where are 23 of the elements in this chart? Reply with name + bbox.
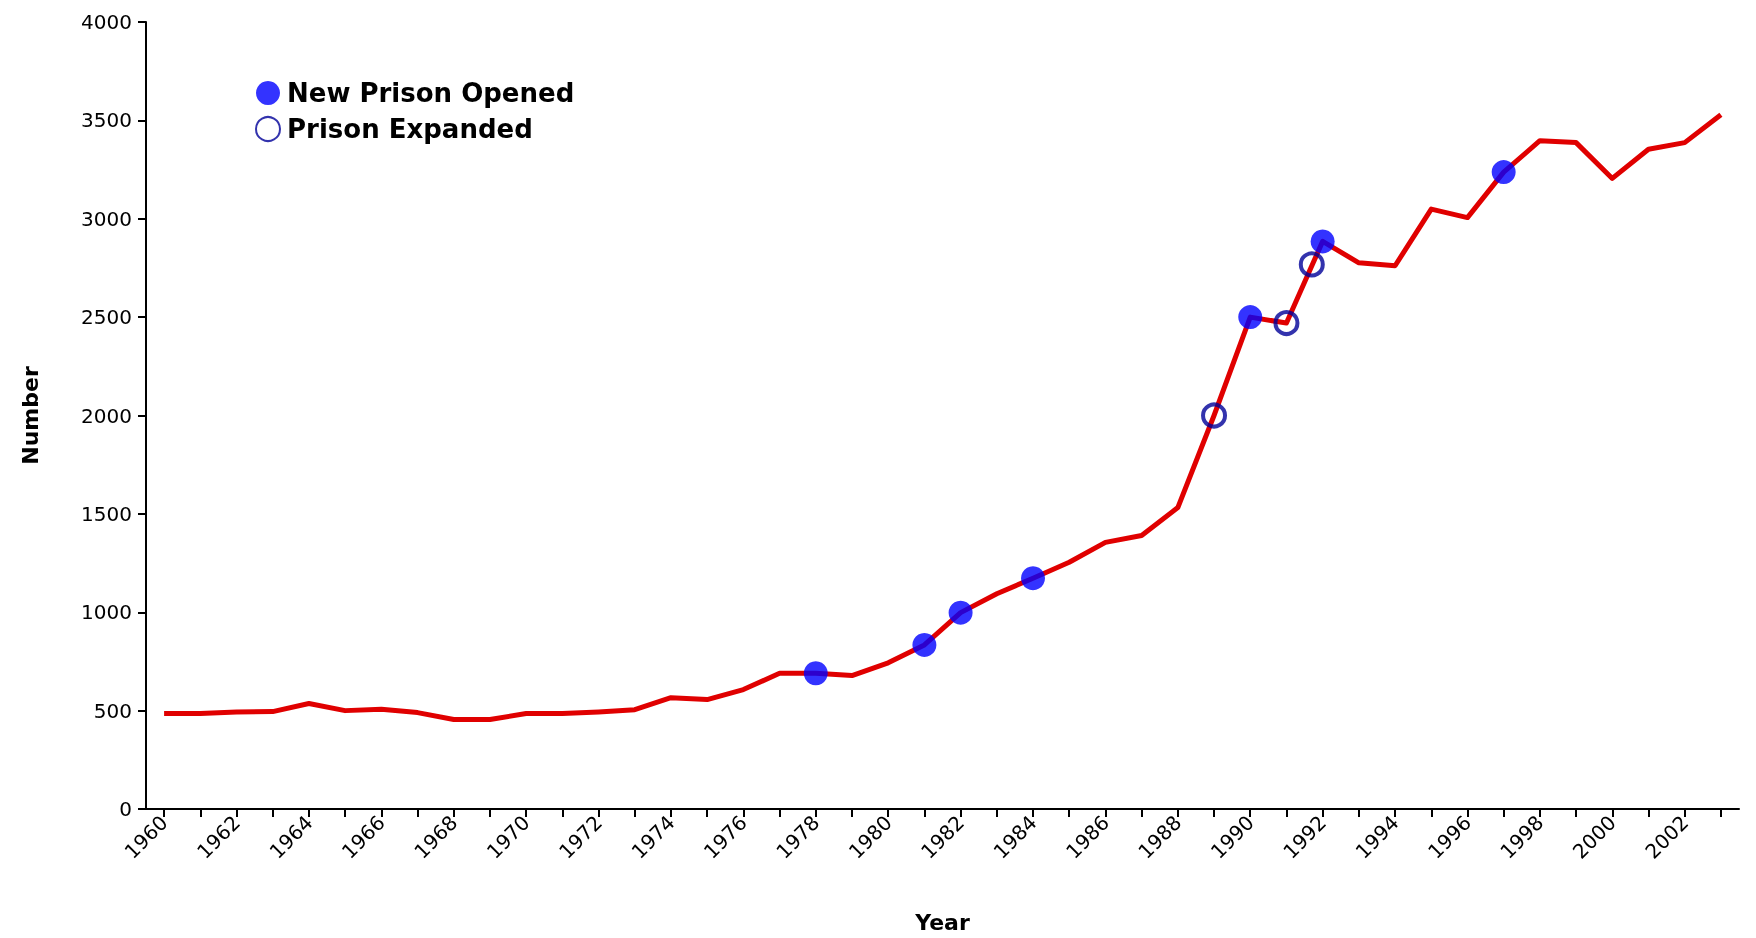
legend-label: Prison Expanded bbox=[287, 114, 533, 144]
point bbox=[1310, 229, 1335, 254]
point bbox=[1298, 251, 1325, 278]
y-axis-title: Number bbox=[17, 366, 43, 465]
y-tick-label: 0 bbox=[119, 797, 132, 821]
point bbox=[1021, 566, 1046, 591]
y-tick-label: 500 bbox=[93, 698, 132, 723]
point bbox=[803, 661, 828, 686]
legend-label: New Prison Opened bbox=[287, 78, 575, 108]
y-tick-label: 3000 bbox=[81, 206, 132, 231]
y-tick-label: 1000 bbox=[81, 600, 132, 625]
y-tick-label: 4000 bbox=[81, 10, 132, 34]
y-tick-label: 2000 bbox=[81, 403, 132, 428]
x-axis-title: Year bbox=[914, 909, 970, 935]
y-tick-label: 3500 bbox=[81, 108, 132, 133]
point bbox=[1201, 402, 1228, 429]
y-tick-label: 2500 bbox=[81, 305, 132, 330]
point bbox=[1491, 160, 1516, 185]
y-tick-label: 1500 bbox=[81, 501, 132, 526]
point bbox=[1273, 310, 1300, 337]
point bbox=[912, 632, 937, 657]
point bbox=[948, 600, 973, 625]
point bbox=[1238, 305, 1263, 330]
